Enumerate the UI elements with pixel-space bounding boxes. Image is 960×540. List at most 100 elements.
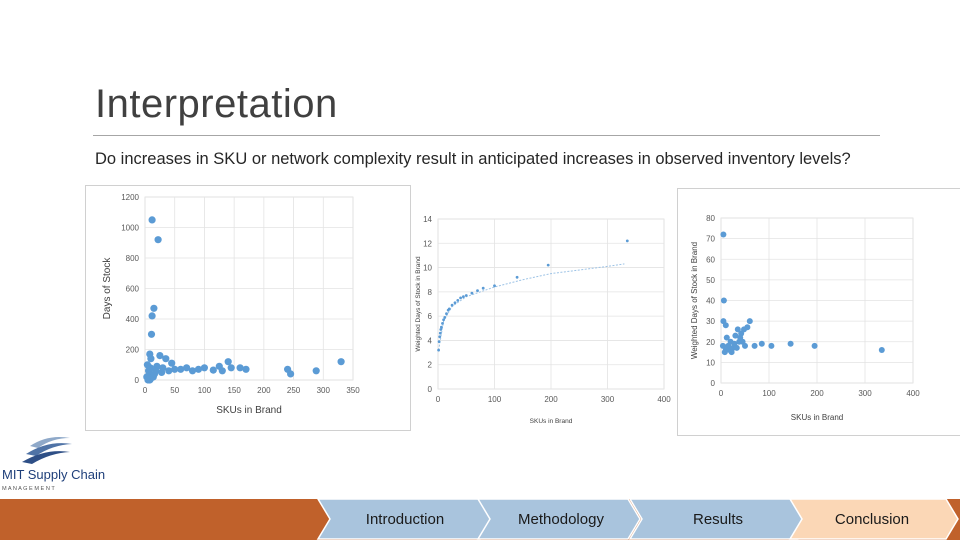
data-point — [150, 304, 158, 312]
data-point — [720, 231, 727, 238]
y-tick-label: 10 — [706, 358, 715, 367]
y-axis-label: Weighted Days of Stock in Brand — [690, 242, 699, 359]
data-point — [437, 348, 440, 352]
data-point — [736, 338, 743, 345]
data-point — [744, 324, 751, 331]
data-point — [147, 330, 156, 338]
section-nav: Introduction Methodology Results Conclus… — [316, 498, 959, 540]
data-point — [470, 291, 474, 295]
data-point — [462, 295, 465, 299]
x-tick-label: 50 — [170, 386, 179, 395]
page-subtitle: Do increases in SKU or network complexit… — [95, 150, 851, 168]
x-tick-label: 100 — [198, 386, 212, 395]
data-point — [143, 361, 151, 369]
data-point — [437, 340, 441, 343]
x-tick-label: 100 — [762, 389, 776, 398]
nav-results-label: Results — [693, 511, 743, 528]
footer-divider — [0, 494, 960, 499]
data-point — [147, 355, 155, 363]
data-point — [312, 367, 320, 375]
data-point — [447, 307, 451, 311]
y-tick-label: 0 — [135, 376, 140, 385]
data-point — [625, 239, 629, 243]
data-point — [742, 342, 748, 349]
nav-methodology-label: Methodology — [518, 511, 604, 528]
data-point — [481, 286, 485, 290]
data-point — [787, 340, 794, 347]
x-tick-label: 0 — [436, 395, 441, 404]
x-tick-label: 250 — [287, 386, 301, 395]
x-tick-label: 350 — [346, 386, 360, 395]
data-point — [440, 325, 443, 329]
trendline — [438, 263, 625, 351]
nav-methodology[interactable]: Methodology — [476, 498, 641, 540]
x-axis-label: SKUs in Brand — [791, 413, 843, 422]
y-axis-label: Days of Stock — [102, 257, 113, 320]
y-tick-label: 20 — [706, 338, 715, 347]
x-tick-label: 200 — [257, 386, 271, 395]
data-point — [165, 367, 173, 375]
data-point — [439, 328, 443, 331]
data-point — [177, 365, 185, 373]
data-point — [811, 342, 818, 349]
data-point — [441, 322, 444, 325]
y-tick-label: 14 — [423, 215, 432, 224]
chart-days-of-stock: 0 50 100 150 200 250 300 350 0 200 400 600 800 1000 12… — [85, 185, 411, 431]
data-point — [453, 301, 457, 305]
data-point — [728, 349, 735, 356]
nav-introduction[interactable]: Introduction — [316, 498, 493, 540]
data-point — [438, 331, 442, 335]
data-point — [218, 367, 226, 375]
x-tick-label: 100 — [488, 395, 502, 404]
y-tick-label: 10 — [423, 264, 432, 273]
x-tick-label: 400 — [657, 395, 671, 404]
logo-mark-icon — [22, 437, 72, 464]
nav-conclusion-label: Conclusion — [835, 511, 909, 528]
data-point — [445, 312, 448, 316]
data-point — [209, 366, 217, 374]
data-point — [720, 297, 727, 304]
y-tick-label: 1200 — [121, 193, 139, 202]
data-point — [734, 326, 741, 333]
data-point — [200, 364, 208, 372]
y-tick-label: 40 — [706, 297, 715, 306]
data-point — [194, 365, 203, 373]
data-point — [287, 370, 295, 378]
data-point — [476, 289, 479, 292]
data-point — [723, 334, 730, 341]
data-point — [236, 364, 244, 372]
x-tick-label: 150 — [227, 386, 241, 395]
y-tick-label: 600 — [126, 285, 140, 294]
chart-weighted-days: 0 100 200 300 400 0 10 20 30 40 50 60 70 80 SKUs in Br… — [677, 188, 960, 436]
nav-results[interactable]: Results — [628, 498, 811, 540]
y-tick-label: 0 — [711, 379, 716, 388]
x-tick-label: 400 — [906, 389, 920, 398]
data-point — [464, 294, 468, 297]
data-point — [188, 367, 197, 375]
data-point — [443, 316, 447, 319]
y-tick-label: 70 — [706, 235, 715, 244]
data-point — [459, 296, 462, 300]
y-tick-label: 400 — [126, 315, 140, 324]
y-tick-label: 8 — [428, 288, 433, 297]
logo-name: MIT Supply Chain — [2, 467, 105, 482]
y-tick-label: 200 — [126, 346, 140, 355]
data-point — [162, 355, 170, 363]
y-tick-label: 6 — [428, 312, 433, 321]
data-point — [746, 318, 753, 325]
y-tick-label: 60 — [706, 255, 715, 264]
data-point — [546, 263, 550, 267]
nav-conclusion[interactable]: Conclusion — [788, 498, 959, 540]
x-tick-label: 300 — [317, 386, 331, 395]
y-tick-label: 30 — [706, 317, 715, 326]
data-point — [183, 364, 191, 372]
data-point — [438, 335, 442, 339]
y-tick-label: 800 — [126, 254, 140, 263]
data-point — [156, 352, 164, 360]
chart-weighted-days-trend: 0 100 200 300 400 0 2 4 6 8 10 12 14 SKUs in Brand Wei… — [415, 215, 671, 425]
data-point — [456, 299, 460, 302]
data-point — [450, 303, 454, 307]
data-point — [224, 358, 232, 366]
y-axis-label: Weighted Days of Stock in Brand — [415, 256, 422, 352]
data-point — [515, 275, 519, 279]
